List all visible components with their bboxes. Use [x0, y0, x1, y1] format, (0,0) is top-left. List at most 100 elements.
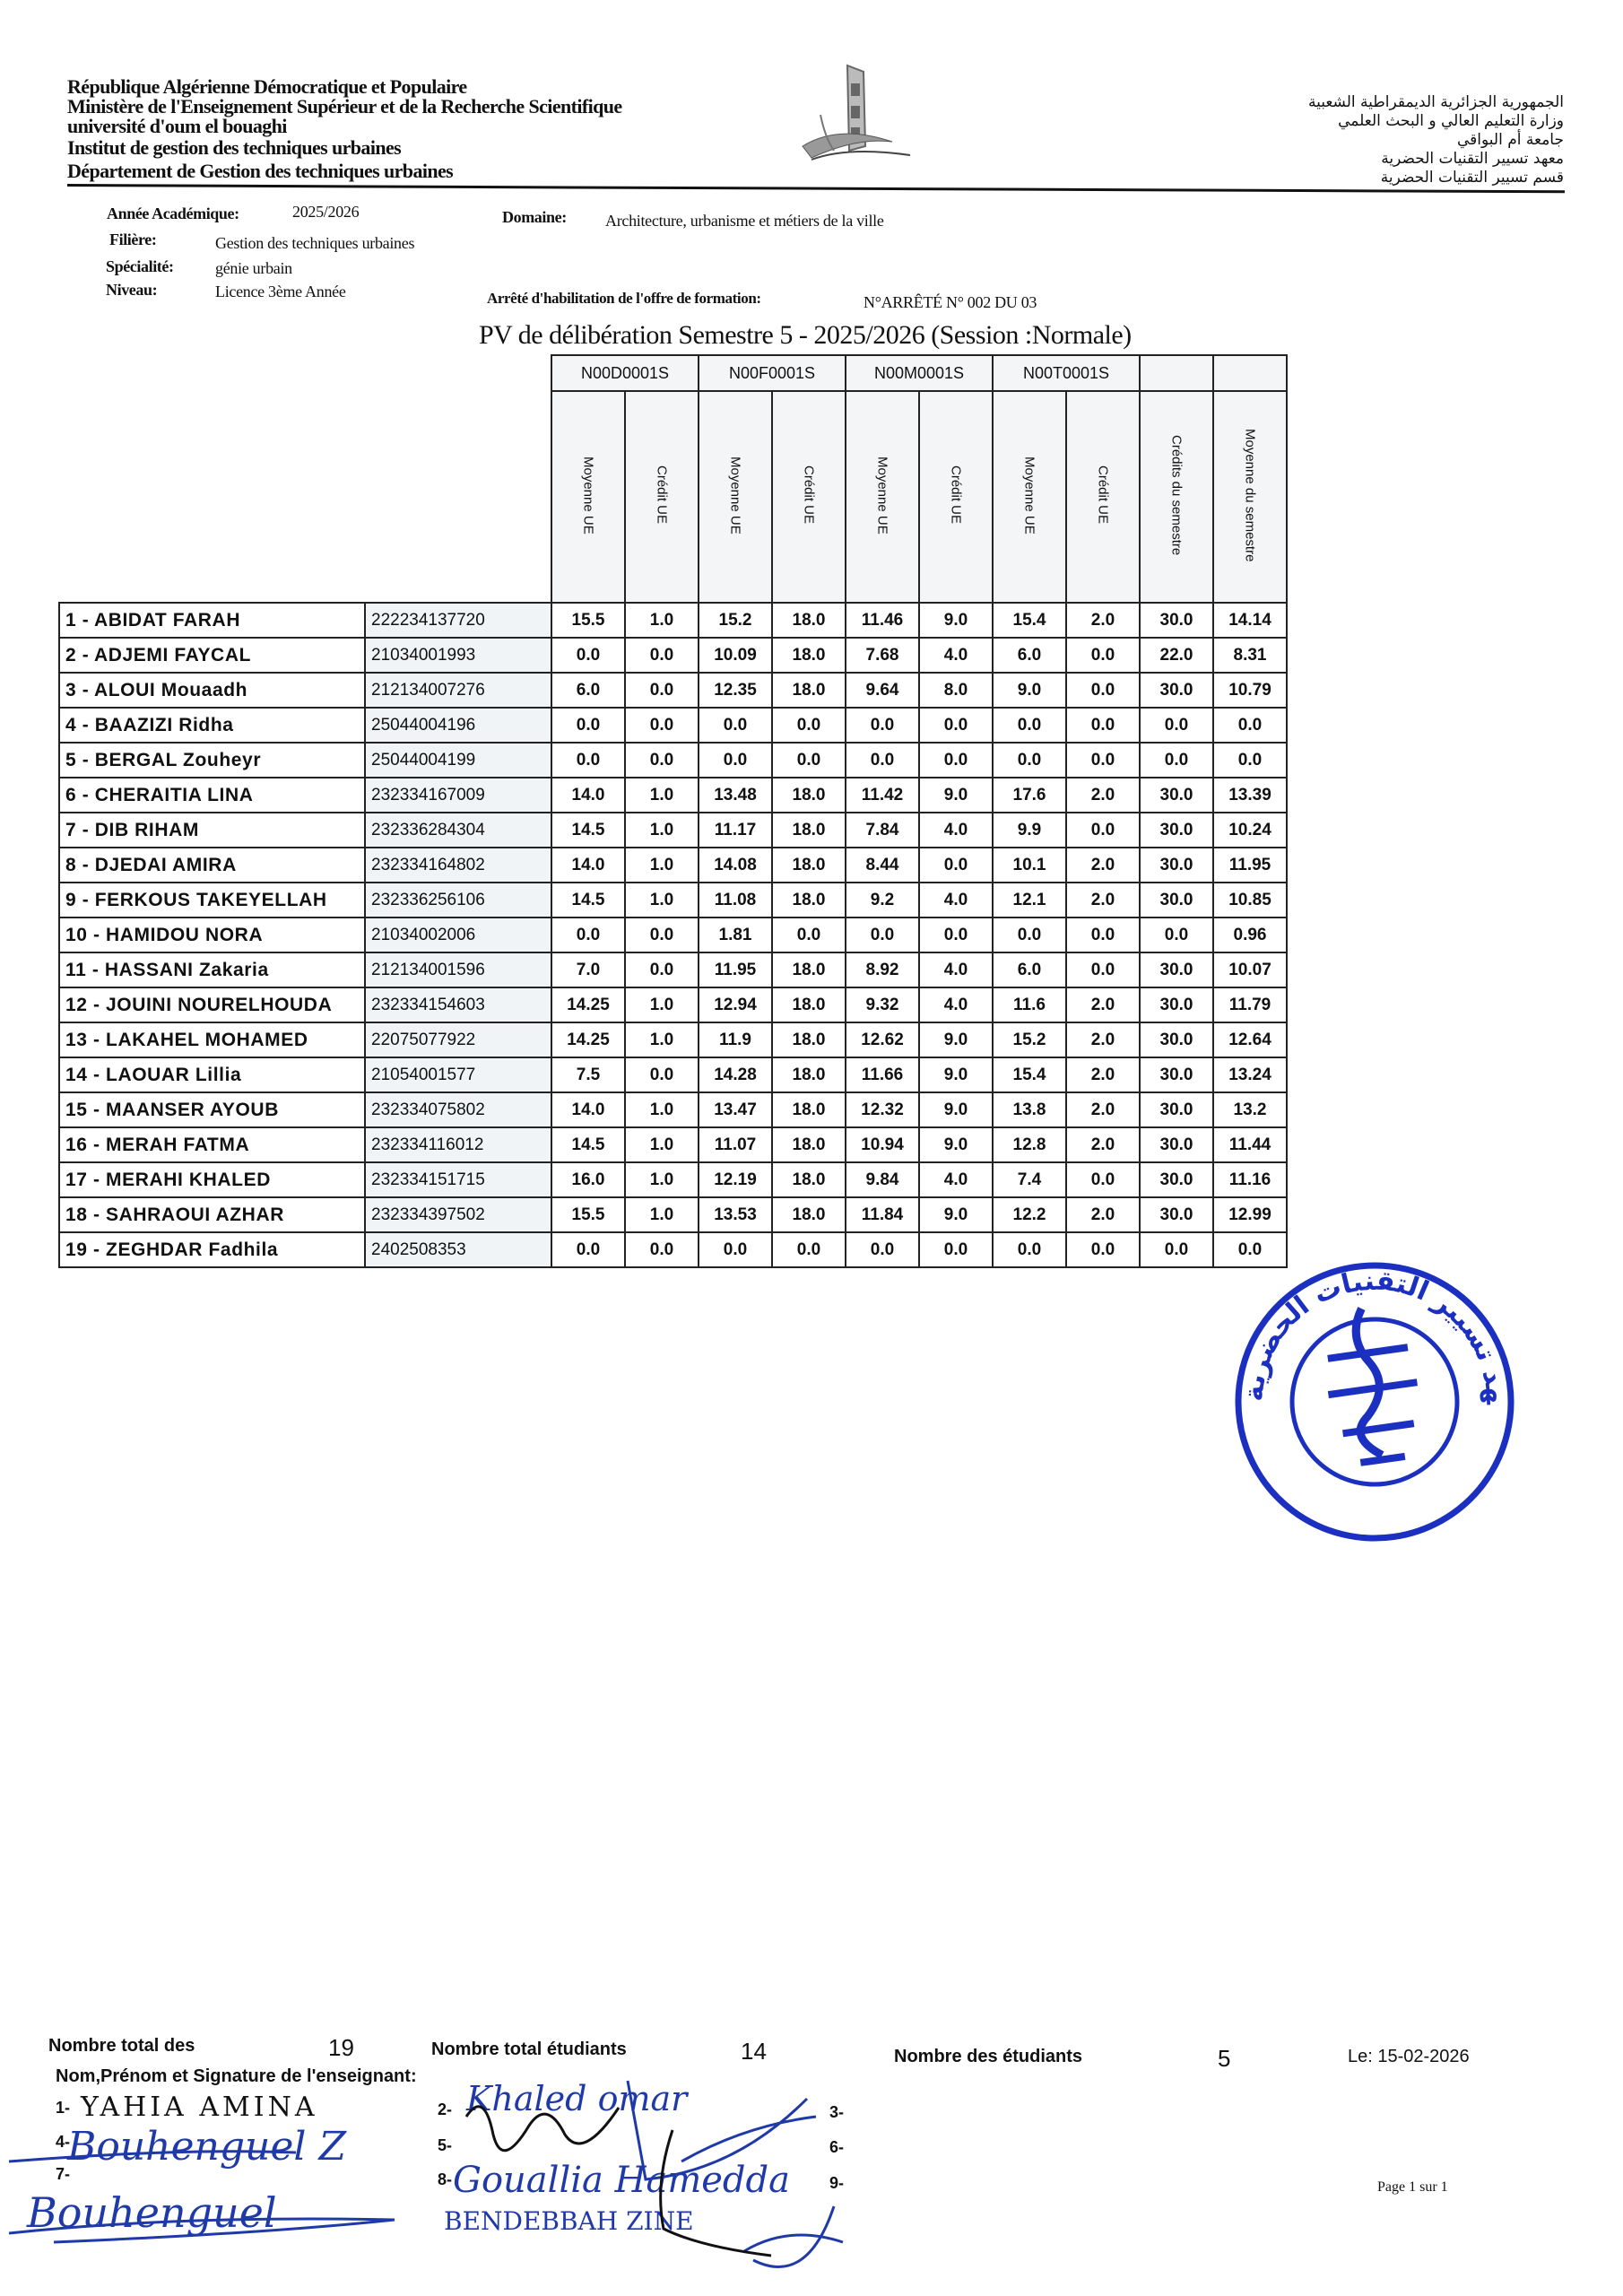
- grade-cell: 2.0: [1065, 882, 1141, 918]
- table-row: 6 - CHERAITIA LINA 232334167009 14.0 1.0 13.…: [58, 777, 1288, 813]
- grade-cell: 9.0: [918, 1196, 994, 1233]
- table-row: 3 - ALOUI Mouaadh 212134007276 6.0 0.0 12.35…: [58, 672, 1288, 709]
- ue-group-header-row: N00D0001S N00F0001S N00M0001S N00T0001S: [59, 354, 1288, 392]
- student-id: 232336256106: [364, 882, 552, 918]
- grade-cell: 9.84: [845, 1161, 920, 1198]
- grade-cell: 11.95: [1212, 847, 1288, 883]
- slot-9: 9-: [829, 2174, 845, 2192]
- header-line-ar: معهد تسيير التقنيات الحضرية: [1381, 150, 1564, 168]
- column-header: Crédits du semestre: [1139, 390, 1214, 604]
- grade-cell: 13.48: [698, 777, 773, 813]
- institution-header-ar: الجمهورية الجزائرية الديمقراطية الشعبية …: [1308, 93, 1564, 187]
- student-id: 21034001993: [364, 637, 552, 674]
- ue-group-header: [1212, 354, 1288, 392]
- grade-cell: 7.0: [551, 952, 626, 988]
- grade-cell: 11.46: [845, 602, 920, 639]
- official-stamp-icon: وزارة التعليم العالي و البحث العلمي - جا…: [1227, 1254, 1515, 1542]
- grade-cell: 4.0: [918, 987, 994, 1023]
- blank-cell: [59, 355, 365, 391]
- grade-cell: 14.08: [698, 847, 773, 883]
- filiere-value: Gestion des techniques urbaines: [215, 234, 415, 252]
- student-name: 19 - ZEGHDAR Fadhila: [58, 1231, 366, 1268]
- signature-8: Gouallia Hamedda: [453, 2160, 790, 2201]
- grade-cell: 12.94: [698, 987, 773, 1023]
- table-row: 12 - JOUINI NOURELHOUDA 232334154603 14.25…: [58, 987, 1288, 1023]
- student-id: 232336284304: [364, 812, 552, 848]
- grade-cell: 18.0: [771, 637, 846, 674]
- slot-8: 8-: [438, 2170, 453, 2188]
- student-id: 212134001596: [364, 952, 552, 988]
- column-header-label: Moyenne UE: [1021, 456, 1037, 535]
- grade-cell: 0.0: [1065, 707, 1141, 744]
- grade-cell: 0.0: [624, 742, 699, 778]
- table-row: 11 - HASSANI Zakaria 212134001596 7.0 0.0 11…: [58, 952, 1288, 988]
- grade-cell: 14.14: [1212, 602, 1288, 639]
- grade-cell: 14.0: [551, 847, 626, 883]
- table-row: 15 - MAANSER AYOUB 232334075802 14.0 1.0 13.…: [58, 1091, 1288, 1128]
- domaine-label: Domaine:: [502, 208, 567, 226]
- grade-cell: 4.0: [918, 812, 994, 848]
- column-header-label: Moyenne du semestre: [1242, 428, 1258, 562]
- table-row: 4 - BAAZIZI Ridha 25044004196 0.0 0.0 0.0 0.0…: [58, 707, 1288, 744]
- grade-cell: 8.31: [1212, 637, 1288, 674]
- slot-6: 6-: [829, 2138, 845, 2156]
- grade-cell: 14.25: [551, 1022, 626, 1058]
- student-name: 6 - CHERAITIA LINA: [58, 777, 366, 813]
- grade-cell: 0.0: [624, 952, 699, 988]
- grade-cell: 1.0: [624, 777, 699, 813]
- grade-cell: 18.0: [771, 1057, 846, 1093]
- student-name: 15 - MAANSER AYOUB: [58, 1091, 366, 1128]
- grade-cell: 0.0: [1065, 637, 1141, 674]
- grade-cell: 12.64: [1212, 1022, 1288, 1058]
- header-line: université d'oum el bouaghi: [67, 115, 287, 137]
- table-row: 14 - LAOUAR Lillia 21054001577 7.5 0.0 14.28…: [58, 1057, 1288, 1093]
- ue-group-header: N00T0001S: [992, 354, 1141, 392]
- grade-cell: 11.08: [698, 882, 773, 918]
- student-id: 232334164802: [364, 847, 552, 883]
- nombre-etudiants-label: Nombre des étudiants: [894, 2047, 1083, 2066]
- arrete-label: Arrêté d'habilitation de l'offre de form…: [487, 290, 761, 307]
- student-id: 222234137720: [364, 602, 552, 639]
- grade-cell: 18.0: [771, 882, 846, 918]
- grade-cell: 18.0: [771, 1161, 846, 1198]
- grade-cell: 0.0: [624, 917, 699, 953]
- column-header-row: Moyenne UE Crédit UE Moyenne UE Crédit UE Mo…: [59, 390, 1288, 604]
- arrete-value: N°ARRÊTÉ N° 002 DU 03: [864, 293, 1037, 311]
- grade-cell: 9.0: [918, 602, 994, 639]
- grade-cell: 6.0: [992, 637, 1067, 674]
- table-row: 5 - BERGAL Zouheyr 25044004199 0.0 0.0 0.0 0.…: [58, 742, 1288, 778]
- grade-cell: 30.0: [1139, 1196, 1214, 1233]
- grade-cell: 2.0: [1065, 777, 1141, 813]
- grade-cell: 2.0: [1065, 1091, 1141, 1128]
- grade-cell: 17.6: [992, 777, 1067, 813]
- header-line-ar: قسم تسيير التقنيات الحضرية: [1380, 169, 1564, 187]
- ue-group-header: [1139, 354, 1214, 392]
- grade-cell: 22.0: [1139, 637, 1214, 674]
- blank-cell: [365, 391, 551, 603]
- header-line: Ministère de l'Enseignement Supérieur et…: [67, 95, 622, 117]
- student-name: 9 - FERKOUS TAKEYELLAH: [58, 882, 366, 918]
- grade-cell: 30.0: [1139, 672, 1214, 709]
- blank-cell: [365, 355, 551, 391]
- column-header-label: Crédit UE: [948, 465, 964, 525]
- grade-cell: 10.85: [1212, 882, 1288, 918]
- grade-cell: 15.4: [992, 602, 1067, 639]
- student-id: 25044004199: [364, 742, 552, 778]
- grade-cell: 30.0: [1139, 1022, 1214, 1058]
- grade-cell: 11.44: [1212, 1126, 1288, 1163]
- table-row: 2 - ADJEMI FAYCAL 21034001993 0.0 0.0 10.09 1…: [58, 637, 1288, 674]
- grade-cell: 9.0: [918, 1091, 994, 1128]
- grade-cell: 11.84: [845, 1196, 920, 1233]
- grade-cell: 0.0: [845, 742, 920, 778]
- grade-cell: 1.0: [624, 987, 699, 1023]
- filiere-label: Filière:: [109, 230, 157, 248]
- grade-cell: 1.0: [624, 1126, 699, 1163]
- grade-cell: 8.0: [918, 672, 994, 709]
- grade-cell: 0.0: [551, 742, 626, 778]
- grade-cell: 12.19: [698, 1161, 773, 1198]
- grade-cell: 0.0: [624, 707, 699, 744]
- grade-cell: 0.0: [1212, 707, 1288, 744]
- student-id: 2402508353: [364, 1231, 552, 1268]
- grade-cell: 0.0: [918, 707, 994, 744]
- grade-cell: 4.0: [918, 952, 994, 988]
